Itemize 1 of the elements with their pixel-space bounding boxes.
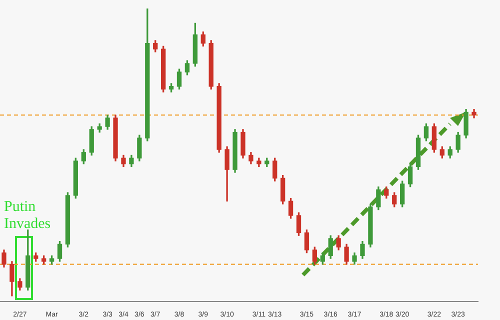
annotation: Putin Invades	[4, 199, 51, 232]
